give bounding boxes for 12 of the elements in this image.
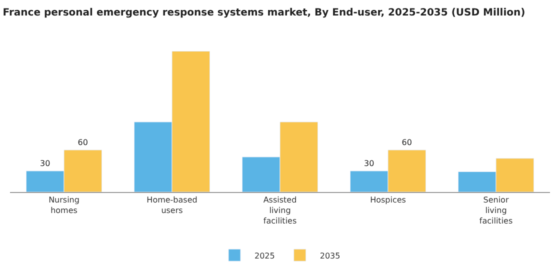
legend-label: 2025 xyxy=(254,251,275,260)
x-tick-label: Hospices xyxy=(370,196,406,205)
x-tick-label: Assisted living facilities xyxy=(263,196,297,226)
data-label: 30 xyxy=(364,158,374,168)
x-tick-label: Home-based users xyxy=(146,196,198,215)
legend-label: 2035 xyxy=(320,251,340,260)
chart-title: France personal emergency response systems market, By End-user, 2025-2035 (USD Million) xyxy=(2,7,526,18)
x-tick-label: Nursing homes xyxy=(48,196,80,215)
data-label: 60 xyxy=(78,138,88,147)
data-label: 60 xyxy=(402,138,412,147)
x-tick-label: Senior living facilities xyxy=(479,196,513,226)
data-label: 30 xyxy=(40,158,50,168)
